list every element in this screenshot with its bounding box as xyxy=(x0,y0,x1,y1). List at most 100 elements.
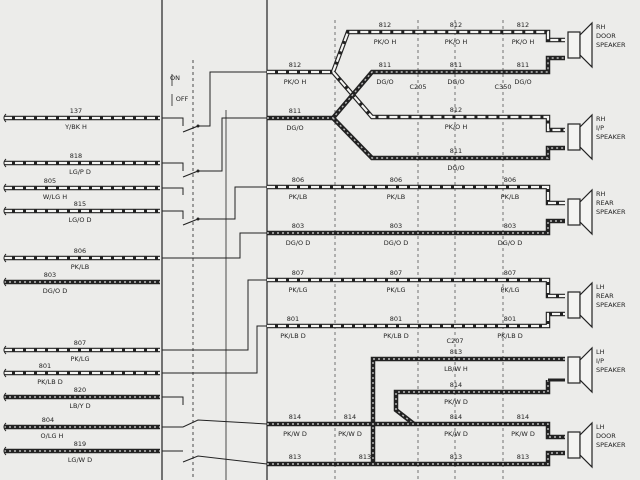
switch-blade xyxy=(162,419,268,428)
wire-circuit-label: 812 xyxy=(289,61,301,69)
speaker-cone-icon xyxy=(579,21,593,69)
wire-terminal-icon xyxy=(3,392,7,402)
wire-color-label: PK/LB xyxy=(289,193,307,201)
wire-circuit-label: 806 xyxy=(390,176,402,184)
speaker-word-label: SPEAKER xyxy=(596,301,626,309)
left-wire-circuit: 818 xyxy=(70,152,82,160)
wire-color-label: PK/O H xyxy=(445,38,468,46)
wire-circuit-label: 811 xyxy=(379,61,391,69)
speaker-side-label: LH xyxy=(596,348,605,356)
speaker-word-label: SPEAKER xyxy=(596,133,626,141)
speaker-side-label: RH xyxy=(596,190,606,198)
wire-812-rh-ip-stripe xyxy=(332,71,565,132)
wire-color-label: DG/O xyxy=(376,78,393,86)
jumper-line xyxy=(162,325,267,374)
speaker-icon xyxy=(567,291,581,319)
speaker-side-label: RH xyxy=(596,115,606,123)
wire-814-lh-door-stripe xyxy=(267,423,565,438)
connector-c205-label: C205 xyxy=(410,83,427,91)
wire-color-label: PK/LB D xyxy=(497,332,523,340)
wire-terminal-icon xyxy=(3,113,7,123)
speaker-cone-icon xyxy=(579,281,593,329)
wire-circuit-label: 803 xyxy=(390,222,402,230)
speaker-location-label: REAR xyxy=(596,199,614,207)
wire-circuit-label: 803 xyxy=(504,222,516,230)
speaker-word-label: SPEAKER xyxy=(596,366,626,374)
speaker-word-label: SPEAKER xyxy=(596,41,626,49)
switch-blade xyxy=(182,170,199,178)
left-wire-color: LG/P D xyxy=(69,168,91,176)
jumper-line xyxy=(198,186,267,220)
switch-lead xyxy=(162,396,184,405)
speaker-location-label: I/P xyxy=(596,124,604,132)
wire-terminal-icon xyxy=(3,422,7,432)
left-wire-color: PK/LG xyxy=(70,355,89,363)
speaker-cone-icon xyxy=(579,113,593,161)
switch-on-label: ON xyxy=(170,74,180,82)
wire-color-label: PK/W D xyxy=(444,430,468,438)
wire-circuit-label: 811 xyxy=(289,107,301,115)
switch-lead xyxy=(162,162,184,171)
wire-circuit-label: 806 xyxy=(292,176,304,184)
wire-color-label: PK/W D xyxy=(338,430,362,438)
wire-circuit-label: 814 xyxy=(344,413,356,421)
wire-circuit-label: 814 xyxy=(517,413,529,421)
wire-circuit-label: 801 xyxy=(287,315,299,323)
wire-terminal-icon xyxy=(3,253,7,263)
left-wire-color: LB/Y D xyxy=(69,402,90,410)
speaker-location-label: I/P xyxy=(596,357,604,365)
wire-terminal-icon xyxy=(3,446,7,456)
speaker-word-label: SPEAKER xyxy=(596,441,626,449)
left-wire-color: O/LG H xyxy=(41,432,64,440)
speaker-location-label: REAR xyxy=(596,292,614,300)
left-wire-color: Y/BK H xyxy=(64,123,87,131)
wire-color-label: DG/O D xyxy=(498,239,522,247)
wire-terminal-icon xyxy=(3,277,7,287)
wire-color-label: LB/W H xyxy=(444,365,468,373)
jumper-line xyxy=(198,117,267,172)
wire-color-label: PK/LB xyxy=(387,193,405,201)
left-wire-color: W/LG H xyxy=(43,193,67,201)
wire-807-lh-rear-stripe xyxy=(267,278,565,298)
wire-circuit-label: 812 xyxy=(450,106,462,114)
wire-color-label: PK/LG xyxy=(500,286,519,294)
switch-lead xyxy=(162,117,184,126)
wire-circuit-label: 812 xyxy=(517,21,529,29)
speaker-icon xyxy=(567,123,581,151)
left-wire-circuit: 805 xyxy=(44,177,56,185)
wire-color-label: DG/O D xyxy=(286,239,310,247)
wire-circuit-label: 811 xyxy=(517,61,529,69)
speaker-word-label: SPEAKER xyxy=(596,208,626,216)
switch-lead xyxy=(162,210,184,219)
wire-circuit-label: 807 xyxy=(390,269,402,277)
switch-off-label: OFF xyxy=(176,95,189,103)
wire-terminal-icon xyxy=(3,183,7,193)
speaker-cone-icon xyxy=(579,346,593,394)
speaker-location-label: DOOR xyxy=(596,32,616,40)
wire-circuit-label: 807 xyxy=(504,269,516,277)
speaker-icon xyxy=(567,431,581,459)
wire-circuit-label: 814 xyxy=(289,413,301,421)
wire-circuit-label: 807 xyxy=(292,269,304,277)
switch-blade xyxy=(182,125,199,133)
left-wire-color: LG/W D xyxy=(68,456,92,464)
wire-circuit-label: 813 xyxy=(289,453,301,461)
left-wire-circuit: 137 xyxy=(70,107,82,115)
wire-806-rh-rear xyxy=(267,184,565,206)
wire-color-label: PK/O H xyxy=(445,123,468,131)
left-wire-color: PK/LB D xyxy=(37,378,63,386)
wire-color-label: PK/W D xyxy=(283,430,307,438)
left-wire-color: LG/O D xyxy=(68,216,91,224)
wire-color-label: DG/O xyxy=(286,124,303,132)
left-wire-circuit: 801 xyxy=(39,362,51,370)
wire-circuit-label: 812 xyxy=(379,21,391,29)
speaker-location-label: DOOR xyxy=(596,432,616,440)
wire-circuit-label: 801 xyxy=(504,315,516,323)
wire-circuit-label: 812 xyxy=(450,21,462,29)
wire-803-rh-rear-stripe xyxy=(267,220,565,234)
wire-806-rh-rear-stripe xyxy=(267,185,565,205)
wire-circuit-label: 811 xyxy=(450,61,462,69)
wire-812-rh-door-stripe xyxy=(267,30,565,74)
